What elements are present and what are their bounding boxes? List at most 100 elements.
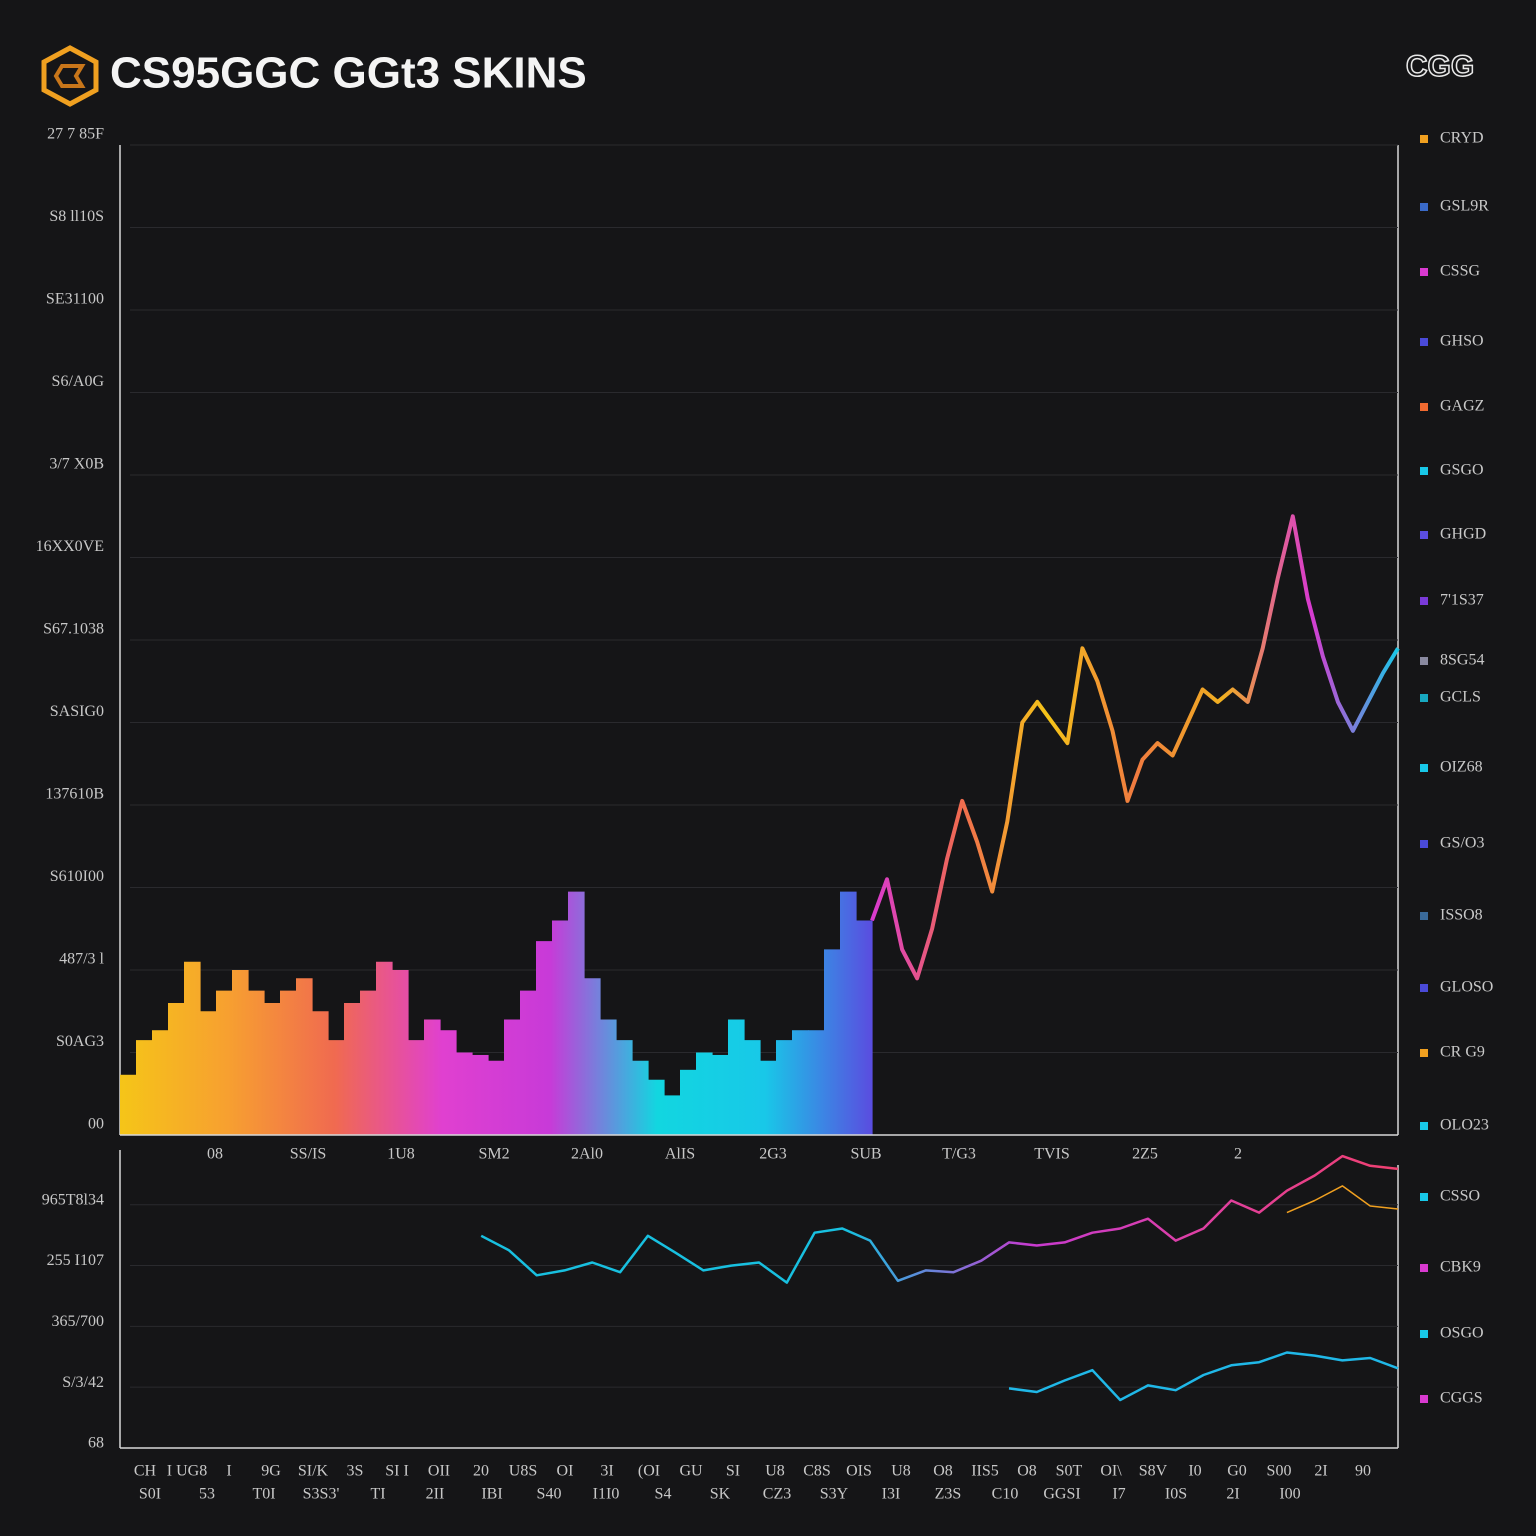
x-tick-label: SI/K: [298, 1463, 329, 1480]
y-tick-label: 965T8l34: [42, 1191, 104, 1208]
legend-label: GLOSO: [1440, 979, 1493, 996]
x-tick-label: 2I: [1226, 1486, 1239, 1503]
brand-logo: CGG: [1406, 50, 1474, 83]
y-tick-label: 16XX0VE: [36, 538, 104, 555]
y-tick-label: SE31100: [46, 291, 104, 308]
bar: [408, 1040, 425, 1135]
x-tick-label: 53: [199, 1486, 215, 1503]
x-tick-label: C8S: [803, 1463, 831, 1480]
legend-swatch: [1420, 1330, 1428, 1338]
bar: [136, 1040, 153, 1135]
x-tick-label: I7: [1112, 1486, 1125, 1503]
bar: [296, 978, 313, 1135]
x-tick-label: I UG8: [167, 1463, 207, 1480]
y-tick-label: 365/700: [52, 1313, 104, 1330]
y-tick-label: 27 7 85F: [47, 126, 104, 143]
bar: [120, 1074, 137, 1135]
x-tick-label: 2Al0: [571, 1146, 603, 1163]
legend-label: OIZ68: [1440, 759, 1483, 776]
x-tick-label: U8S: [509, 1463, 537, 1480]
x-tick-label: OII: [428, 1463, 450, 1480]
chart-title: CS95GGC GGt3 SKINS: [110, 49, 587, 98]
x-tick-label: (OI: [638, 1463, 660, 1480]
x-tick-label: Z3S: [935, 1486, 962, 1503]
x-tick-label: CH: [134, 1463, 157, 1480]
legend-swatch: [1420, 1193, 1428, 1201]
legend-swatch: [1420, 268, 1428, 276]
bar: [712, 1054, 729, 1135]
legend-swatch: [1420, 1395, 1428, 1403]
legend-label: OLO23: [1440, 1117, 1489, 1134]
legend-label: GSGO: [1440, 462, 1484, 479]
bar: [680, 1069, 697, 1135]
bar: [552, 920, 569, 1135]
y-tick-label: 487/3 l: [59, 951, 104, 968]
bar: [696, 1052, 713, 1135]
bar: [504, 1019, 521, 1135]
bar: [264, 1003, 281, 1135]
bar: [664, 1095, 681, 1135]
bar: [424, 1019, 441, 1135]
x-tick-label: 1U8: [387, 1146, 415, 1163]
legend-swatch: [1420, 135, 1428, 143]
legend-swatch: [1420, 764, 1428, 772]
legend-swatch: [1420, 657, 1428, 665]
x-tick-label: 2I: [1314, 1463, 1327, 1480]
legend-label: ISSO8: [1440, 907, 1483, 924]
bar: [472, 1054, 489, 1135]
bar: [168, 1003, 185, 1135]
x-tick-label: GGSI: [1043, 1486, 1080, 1503]
x-tick-label: I0S: [1165, 1486, 1187, 1503]
x-tick-label: C10: [992, 1486, 1019, 1503]
bar: [648, 1079, 665, 1135]
x-tick-label: I0: [1188, 1463, 1201, 1480]
x-tick-label: 2Z5: [1132, 1146, 1158, 1163]
legend-swatch: [1420, 1264, 1428, 1272]
bar: [488, 1060, 505, 1135]
bar: [216, 990, 233, 1135]
x-tick-label: OI\: [1100, 1463, 1122, 1480]
bar: [728, 1019, 745, 1135]
series-line: [1286, 1185, 1399, 1214]
legend-label: CSSO: [1440, 1188, 1480, 1205]
legend-label: CGGS: [1440, 1390, 1483, 1407]
y-tick-label: S0AG3: [56, 1033, 104, 1050]
x-tick-label: 3S: [347, 1463, 364, 1480]
y-tick-label: 255 I107: [47, 1252, 104, 1269]
x-tick-label: S0I: [139, 1486, 161, 1503]
bar: [760, 1060, 777, 1135]
bar: [632, 1060, 649, 1135]
y-tick-label: SASIG0: [50, 703, 104, 720]
x-tick-label: S40: [537, 1486, 562, 1503]
legend-label: CBK9: [1440, 1259, 1481, 1276]
x-tick-label: IIS5: [971, 1463, 999, 1480]
x-tick-label: U8: [891, 1463, 911, 1480]
bar: [152, 1030, 169, 1135]
legend-label: GHSO: [1440, 333, 1484, 350]
legend-label: GSL9R: [1440, 198, 1489, 215]
series-line: [1008, 1351, 1399, 1402]
y-tick-label: S67.1038: [43, 621, 104, 638]
bar: [248, 990, 265, 1135]
legend-swatch: [1420, 840, 1428, 848]
bar: [360, 990, 377, 1135]
x-tick-label: S3Y: [820, 1486, 849, 1503]
y-tick-label: 3/7 X0B: [49, 456, 104, 473]
bar: [792, 1030, 809, 1135]
x-tick-label: I1I0: [593, 1486, 620, 1503]
x-tick-label: S8V: [1139, 1463, 1168, 1480]
x-tick-label: GU: [679, 1463, 703, 1480]
x-tick-label: 2: [1234, 1146, 1242, 1163]
logo-icon: [41, 45, 99, 107]
x-tick-label: CZ3: [763, 1486, 791, 1503]
x-tick-label: S3S3': [303, 1486, 340, 1503]
legend-label: CRYD: [1440, 130, 1484, 147]
y-tick-label: 137610B: [45, 786, 104, 803]
x-tick-label: T0I: [252, 1486, 275, 1503]
x-tick-label: OI: [557, 1463, 574, 1480]
x-tick-label: G0: [1227, 1463, 1247, 1480]
x-tick-label: S4: [655, 1486, 672, 1503]
legend-swatch: [1420, 203, 1428, 211]
